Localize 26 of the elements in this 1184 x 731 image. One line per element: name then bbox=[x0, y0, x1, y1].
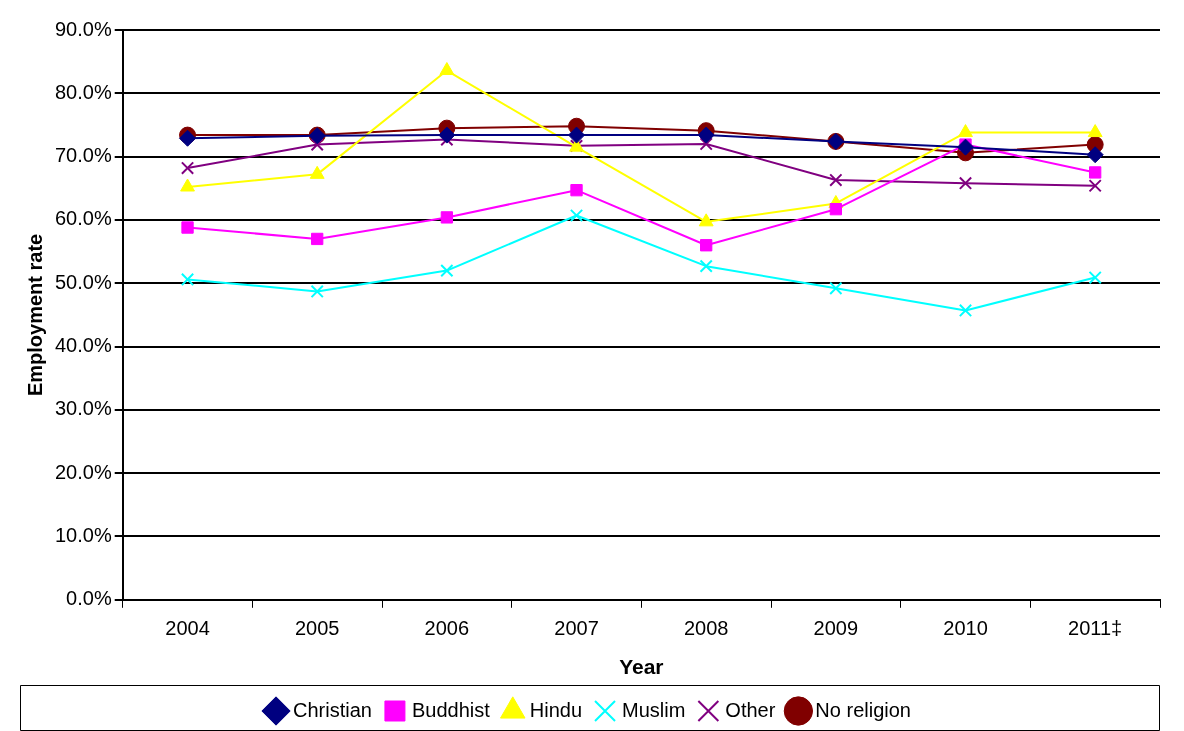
x-tick-label: 2004 bbox=[165, 617, 210, 640]
y-tick-label: 60.0% bbox=[54, 207, 112, 230]
legend-label: No religion bbox=[815, 698, 911, 721]
y-tick-label: 0.0% bbox=[66, 587, 112, 610]
legend-label: Muslim bbox=[622, 698, 686, 721]
y-tick-label: 30.0% bbox=[54, 397, 112, 420]
y-tick-label: 20.0% bbox=[54, 460, 112, 483]
x-tick-label: 2005 bbox=[294, 617, 340, 640]
x-axis-title: Year bbox=[619, 655, 664, 679]
x-tick-label: 2010 bbox=[943, 617, 988, 640]
y-tick-label: 50.0% bbox=[54, 270, 112, 293]
y-tick-label: 10.0% bbox=[54, 524, 112, 546]
x-tick-label: 2008 bbox=[683, 617, 729, 640]
x-tick-label: 2006 bbox=[424, 617, 470, 640]
y-tick-label: 40.0% bbox=[54, 334, 112, 357]
x-tick-label: 2007 bbox=[554, 617, 599, 640]
y-tick-label: 90.0% bbox=[54, 17, 112, 40]
x-tick-label: 2009 bbox=[813, 617, 859, 640]
legend-label: Hindu bbox=[529, 698, 583, 721]
legend-label: Buddhist bbox=[411, 698, 491, 721]
y-tick-label: 70.0% bbox=[54, 144, 112, 167]
y-axis-title: Employment rate bbox=[23, 233, 46, 397]
legend-label: Christian bbox=[293, 698, 372, 721]
legend-label: Other bbox=[725, 698, 776, 721]
y-tick-label: 80.0% bbox=[54, 80, 112, 103]
x-tick-label: 2011‡ bbox=[1068, 617, 1123, 640]
